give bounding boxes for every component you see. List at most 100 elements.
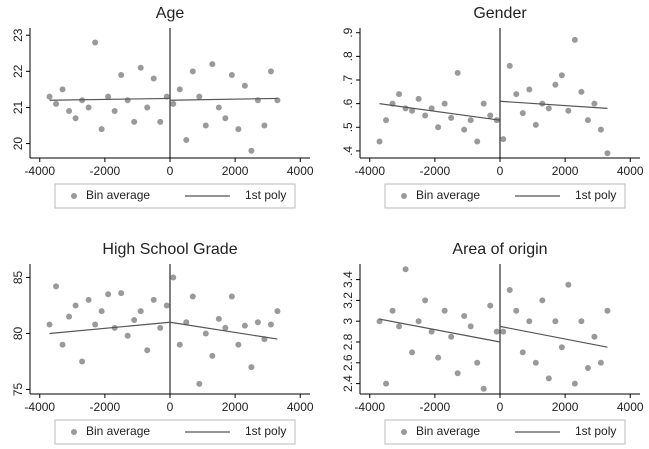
bin-point xyxy=(474,138,481,145)
bin-point xyxy=(228,293,235,300)
bin-point xyxy=(267,68,274,75)
bin-point xyxy=(248,364,255,371)
legend-box xyxy=(54,419,296,445)
legend-label: Bin average xyxy=(416,424,480,438)
bin-point xyxy=(98,308,105,315)
bin-point xyxy=(157,118,164,125)
bin-point xyxy=(396,323,403,330)
y-tick-label: 22 xyxy=(11,64,25,78)
bin-point xyxy=(235,341,242,348)
bin-point xyxy=(170,274,177,281)
x-tick-label: 0 xyxy=(167,164,174,178)
y-tick-label: 2.4 xyxy=(341,375,355,392)
legend-dot xyxy=(71,193,77,199)
bin-point xyxy=(59,86,66,93)
panel: High School Grade 75 80 85 -4000 -2000 0 2000 40… xyxy=(11,241,314,445)
bin-point xyxy=(454,69,461,76)
bin-point xyxy=(183,319,190,326)
bin-point xyxy=(150,296,157,303)
y-tick-label: 75 xyxy=(11,383,25,397)
fit-line xyxy=(379,103,501,121)
bin-point xyxy=(202,330,209,337)
legend-label: Bin average xyxy=(86,424,150,438)
bin-point xyxy=(402,105,409,112)
chart-title: Gender xyxy=(473,5,527,22)
fit-line xyxy=(49,97,171,101)
bin-point xyxy=(228,71,235,78)
bin-point xyxy=(558,344,565,351)
bin-point xyxy=(506,287,513,293)
bin-point xyxy=(209,61,216,68)
chart-title: Area of origin xyxy=(452,241,547,258)
bin-point xyxy=(584,365,591,371)
panel: Gender .4 .5 .6 .7 .8 .9 -4000 -2000 0 2000 4000 Bin… xyxy=(341,5,644,209)
y-tick-label: .9 xyxy=(341,27,355,37)
bin-point xyxy=(137,308,144,315)
y-tick-label: 20 xyxy=(11,137,25,151)
bin-point xyxy=(92,39,99,46)
bin-point xyxy=(435,124,442,131)
x-tick-label: -4000 xyxy=(24,164,55,178)
x-tick-label: 4000 xyxy=(617,164,644,178)
y-tick-label: 23 xyxy=(11,28,25,42)
y-tick-label: .8 xyxy=(341,51,355,61)
bin-point xyxy=(196,380,203,387)
bin-point xyxy=(189,68,196,75)
bin-point xyxy=(215,315,222,322)
fit-line xyxy=(499,100,608,109)
bin-point xyxy=(500,328,507,335)
x-tick-label: 0 xyxy=(497,400,504,414)
bin-point xyxy=(196,93,203,100)
x-tick-label: 4000 xyxy=(287,164,314,178)
x-tick-label: 2000 xyxy=(552,164,579,178)
x-tick-label: -4000 xyxy=(24,400,55,414)
bin-point xyxy=(59,341,66,348)
bin-point xyxy=(383,380,390,387)
bin-point xyxy=(248,147,255,154)
x-tick-label: 4000 xyxy=(287,400,314,414)
bin-point xyxy=(513,307,520,314)
bin-point xyxy=(402,266,409,273)
x-tick-label: -2000 xyxy=(420,164,451,178)
bin-point xyxy=(571,380,578,387)
y-tick-label: 2.8 xyxy=(341,333,355,350)
bin-point xyxy=(545,105,552,112)
bin-point xyxy=(183,136,190,143)
bin-point xyxy=(532,359,539,366)
bin-point xyxy=(487,302,494,309)
bin-point xyxy=(545,375,552,382)
legend-dot xyxy=(401,193,407,199)
bin-point xyxy=(124,332,131,339)
bin-point xyxy=(526,318,533,325)
bin-point xyxy=(254,319,261,326)
bin-point xyxy=(422,112,429,119)
bin-point xyxy=(383,117,390,124)
bin-point xyxy=(85,104,92,111)
fit-line xyxy=(169,321,278,340)
bin-point xyxy=(72,302,79,309)
bin-point xyxy=(578,88,585,95)
y-tick-label: 3 xyxy=(341,318,355,325)
legend-box xyxy=(54,183,296,209)
bin-point xyxy=(46,321,53,328)
fit-line xyxy=(379,318,501,343)
y-tick-label: .5 xyxy=(341,122,355,132)
bin-point xyxy=(66,108,73,115)
bin-point xyxy=(389,307,396,314)
bin-point xyxy=(493,328,500,335)
bin-point xyxy=(189,293,196,300)
bin-point xyxy=(532,121,539,128)
y-tick-label: 2.6 xyxy=(341,354,355,371)
bin-point xyxy=(604,150,611,157)
y-tick-label: .4 xyxy=(341,146,355,156)
bin-point xyxy=(105,93,112,100)
bin-point xyxy=(461,313,468,319)
bin-point xyxy=(118,71,125,78)
bin-point xyxy=(144,347,151,354)
x-tick-label: -4000 xyxy=(354,164,385,178)
bin-point xyxy=(79,358,86,365)
bin-point xyxy=(241,322,248,329)
legend-label: Bin average xyxy=(416,188,480,202)
y-tick-label: .6 xyxy=(341,98,355,108)
